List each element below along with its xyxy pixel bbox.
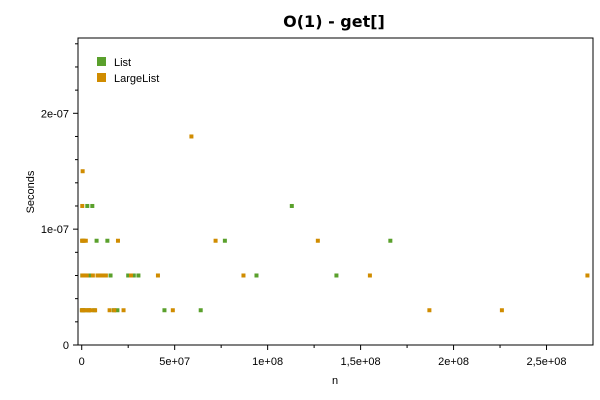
point-list — [198, 308, 203, 313]
minor-ticks — [75, 43, 501, 348]
point-largelist — [499, 308, 504, 313]
x-tick-label: 1,5e+08 — [341, 356, 381, 368]
point-list — [115, 308, 120, 313]
point-largelist — [155, 273, 160, 278]
x-axis-label: n — [332, 375, 338, 387]
point-list — [162, 308, 167, 313]
point-list — [105, 238, 110, 243]
legend: List LargeList — [97, 57, 159, 85]
point-list — [388, 238, 393, 243]
point-largelist — [101, 273, 106, 278]
point-largelist — [427, 308, 432, 313]
point-largelist — [241, 273, 246, 278]
point-largelist — [93, 308, 98, 313]
point-largelist — [80, 203, 85, 208]
point-list — [131, 273, 136, 278]
x-tick-label: 2e+08 — [438, 356, 469, 368]
x-tick-label: 5e+07 — [159, 356, 190, 368]
point-largelist — [103, 273, 108, 278]
legend-label-largelist: LargeList — [114, 73, 159, 85]
chart-title: O(1) - get[] — [283, 12, 385, 31]
point-largelist — [98, 273, 103, 278]
legend-swatch-largelist — [97, 73, 106, 82]
x-tick-label: 2,5e+08 — [526, 356, 566, 368]
legend-swatch-list — [97, 57, 106, 66]
point-list — [94, 238, 99, 243]
point-list — [126, 273, 131, 278]
y-tick-label: 2e-07 — [41, 108, 69, 120]
point-list — [85, 203, 90, 208]
point-largelist — [83, 238, 88, 243]
point-largelist — [115, 238, 120, 243]
point-largelist — [80, 169, 85, 174]
point-largelist — [189, 134, 194, 139]
point-largelist — [82, 308, 87, 313]
y-tick-label: 0 — [63, 340, 69, 352]
point-list — [289, 203, 294, 208]
x-tick-label: 1e+08 — [252, 356, 283, 368]
point-largelist — [121, 308, 126, 313]
plot-area-frame — [77, 37, 594, 346]
point-largelist — [95, 273, 100, 278]
point-largelist — [107, 308, 112, 313]
point-largelist — [367, 273, 372, 278]
point-list — [88, 273, 93, 278]
x-tick-label: 0 — [79, 356, 85, 368]
point-largelist — [112, 308, 117, 313]
x-axis-ticks: 0 5e+07 1e+08 1,5e+08 2e+08 2,5e+08 — [79, 345, 567, 368]
point-largelist — [90, 273, 95, 278]
point-list — [222, 238, 227, 243]
point-list — [254, 273, 259, 278]
legend-label-list: List — [114, 57, 131, 69]
y-tick-label: 1e-07 — [41, 224, 69, 236]
data-points — [79, 134, 590, 313]
point-list — [334, 273, 339, 278]
point-largelist — [585, 273, 590, 278]
point-list — [90, 203, 95, 208]
y-axis-ticks: 0 1e-07 2e-07 — [41, 108, 78, 352]
point-largelist — [84, 273, 89, 278]
point-list — [108, 273, 113, 278]
point-largelist — [128, 273, 133, 278]
y-axis-label: Seconds — [25, 170, 37, 213]
point-largelist — [213, 238, 218, 243]
point-largelist — [81, 238, 86, 243]
point-largelist — [170, 308, 175, 313]
point-list — [136, 273, 141, 278]
point-largelist — [315, 238, 320, 243]
point-largelist — [89, 308, 94, 313]
